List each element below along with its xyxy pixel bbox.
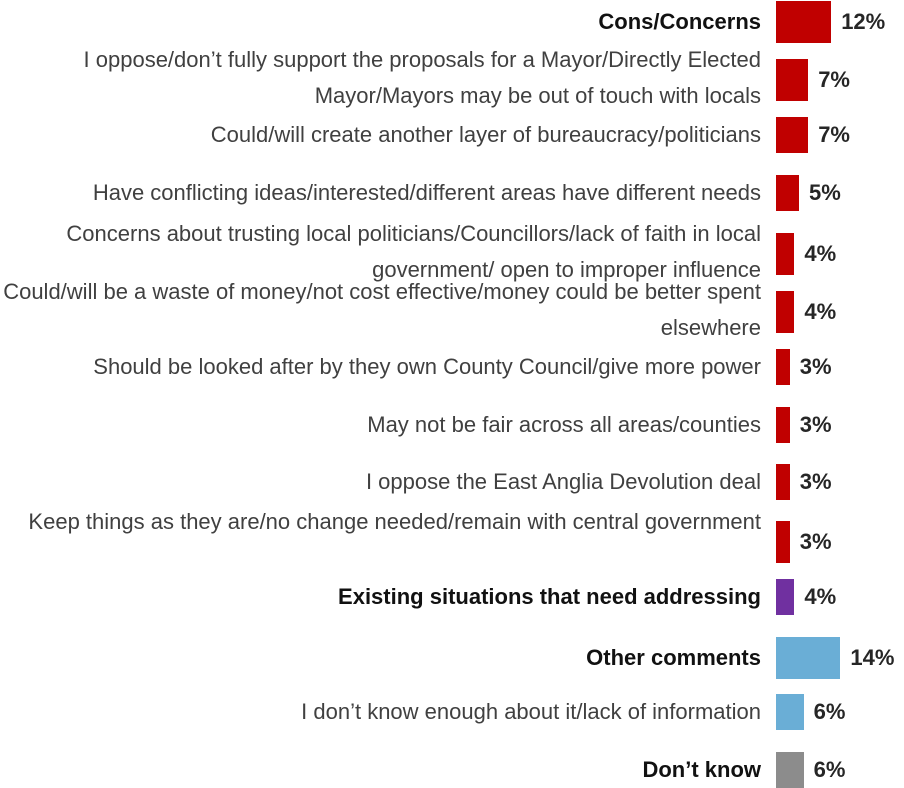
category-label-8: May not be fair across all areas/countie… <box>367 412 761 437</box>
value-label-10: 3% <box>799 529 832 554</box>
category-label-1: Cons/Concerns <box>598 9 761 34</box>
category-label-5: Concerns about trusting local politician… <box>66 221 761 282</box>
bar-5 <box>776 233 795 275</box>
value-label-13: 6% <box>813 699 846 724</box>
bar-13 <box>776 694 804 730</box>
value-label-8: 3% <box>799 412 832 437</box>
category-label-11: Existing situations that need addressing <box>338 584 761 609</box>
bar-7 <box>776 349 790 385</box>
value-label-5: 4% <box>804 241 837 266</box>
bar-6 <box>776 291 795 333</box>
value-label-9: 3% <box>799 469 832 494</box>
category-label-10: Keep things as they are/no change needed… <box>28 509 761 534</box>
value-label-6: 4% <box>804 299 837 324</box>
bar-12 <box>776 637 841 679</box>
bar-2 <box>776 59 809 101</box>
category-label-12: Other comments <box>586 645 761 670</box>
value-label-11: 4% <box>804 584 837 609</box>
value-label-4: 5% <box>809 180 841 205</box>
category-label-4: Have conflicting ideas/interested/differ… <box>92 180 761 205</box>
value-label-7: 3% <box>799 354 832 379</box>
category-label-3: Could/will create another layer of burea… <box>210 122 761 147</box>
bar-1 <box>776 1 832 43</box>
category-label-2: I oppose/don’t fully support the proposa… <box>83 47 761 108</box>
bar-10 <box>776 521 790 563</box>
bar-4 <box>776 175 799 211</box>
category-label-7: Should be looked after by they own Count… <box>93 354 761 379</box>
value-label-14: 6% <box>813 757 846 782</box>
category-label-6: Could/will be a waste of money/not cost … <box>3 279 761 340</box>
bar-9 <box>776 464 790 500</box>
bar-3 <box>776 117 809 153</box>
value-label-3: 7% <box>818 122 850 147</box>
value-label-2: 7% <box>818 67 850 92</box>
category-label-14: Don’t know <box>642 757 761 782</box>
category-label-9: I oppose the East Anglia Devolution deal <box>365 469 761 494</box>
bar-11 <box>776 579 795 615</box>
value-label-12: 14% <box>850 645 895 670</box>
category-label-13: I don’t know enough about it/lack of inf… <box>301 699 761 724</box>
bar-14 <box>776 752 804 788</box>
value-label-1: 12% <box>841 9 886 34</box>
bar-8 <box>776 407 790 443</box>
